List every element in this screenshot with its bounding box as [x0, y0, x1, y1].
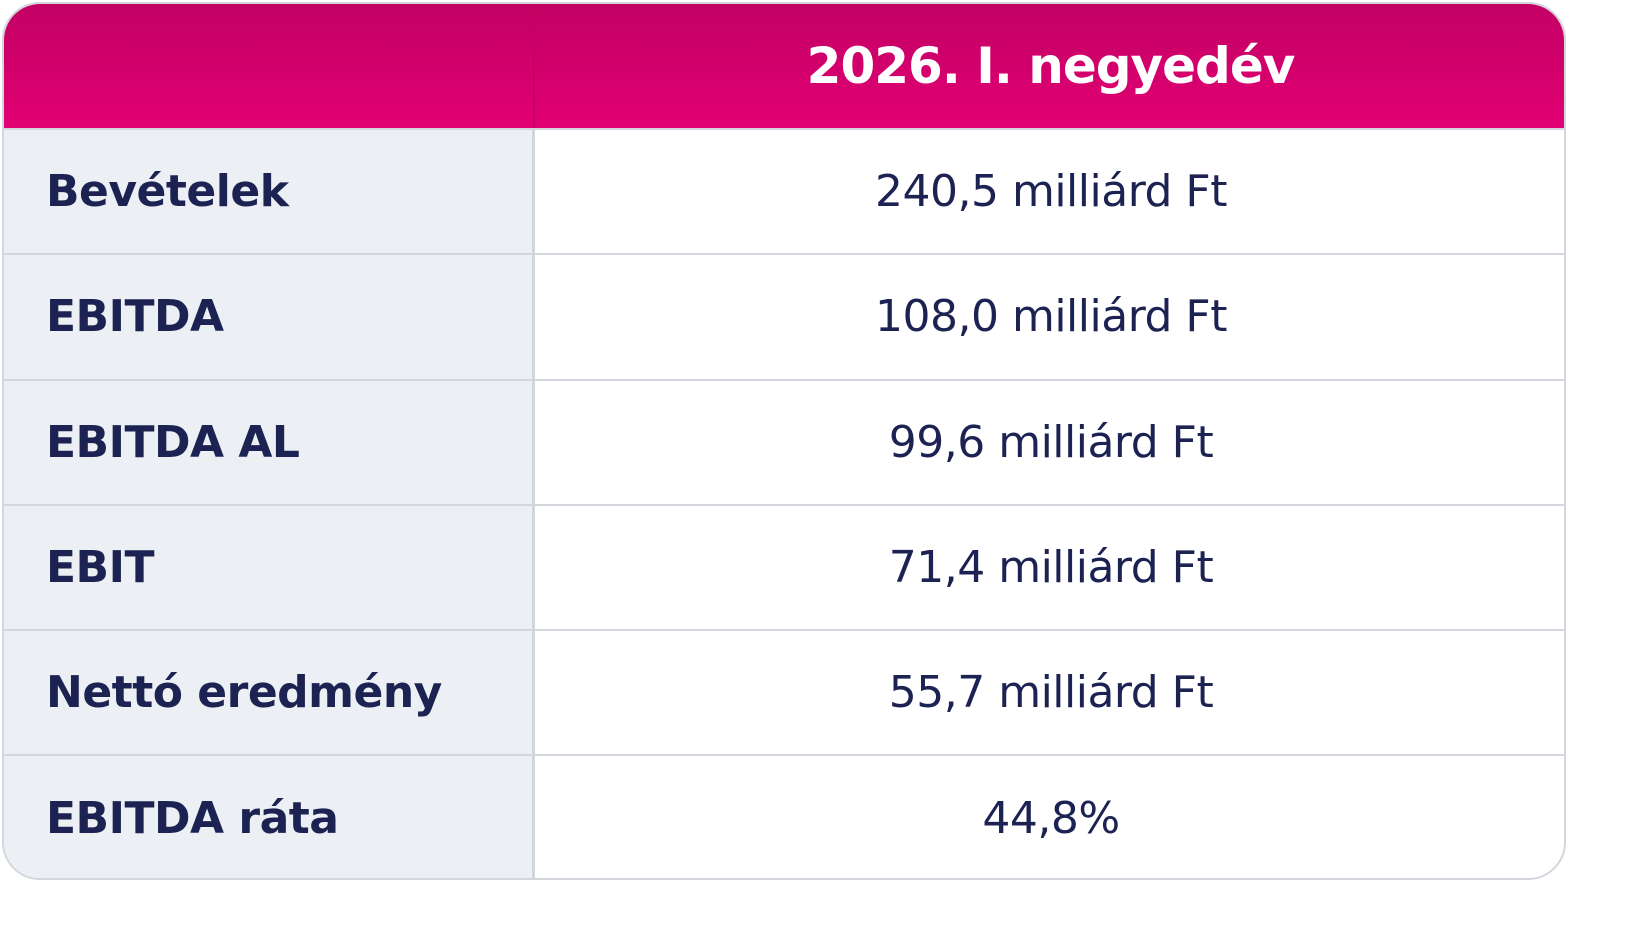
row-value: 71,4 milliárd Ft — [888, 542, 1214, 594]
row-value: 108,0 milliárd Ft — [875, 291, 1227, 343]
period-header: 2026. I. negyedév — [806, 37, 1296, 95]
row-label: Nettó eredmény — [4, 631, 535, 755]
header-empty-cell — [4, 4, 535, 128]
row-label: EBITDA ráta — [4, 756, 535, 878]
row-value: 55,7 milliárd Ft — [888, 667, 1214, 719]
table-row-ebitda-rate: EBITDA ráta 44,8% — [4, 754, 1564, 878]
row-value: 99,6 milliárd Ft — [888, 416, 1214, 468]
row-value: 44,8% — [982, 792, 1120, 844]
table-header-row: 2026. I. negyedév — [4, 4, 1564, 128]
table-row-ebitda-al: EBITDA AL 99,6 milliárd Ft — [4, 378, 1564, 504]
financial-summary-table: 2026. I. negyedév Bevételek 240,5 milliá… — [2, 2, 1566, 880]
table-body: Bevételek 240,5 milliárd Ft EBITDA 108,0… — [4, 128, 1564, 878]
row-label: EBIT — [4, 505, 535, 630]
row-label: EBITDA AL — [4, 380, 535, 504]
table-row-revenue: Bevételek 240,5 milliárd Ft — [4, 128, 1564, 254]
table-row-net-income: Nettó eredmény 55,7 milliárd Ft — [4, 629, 1564, 755]
table-row-ebit: EBIT 71,4 milliárd Ft — [4, 503, 1564, 630]
table-row-ebitda: EBITDA 108,0 milliárd Ft — [4, 253, 1564, 379]
row-value: 240,5 milliárd Ft — [875, 166, 1227, 218]
row-label: Bevételek — [4, 130, 535, 254]
row-label: EBITDA — [4, 255, 535, 379]
